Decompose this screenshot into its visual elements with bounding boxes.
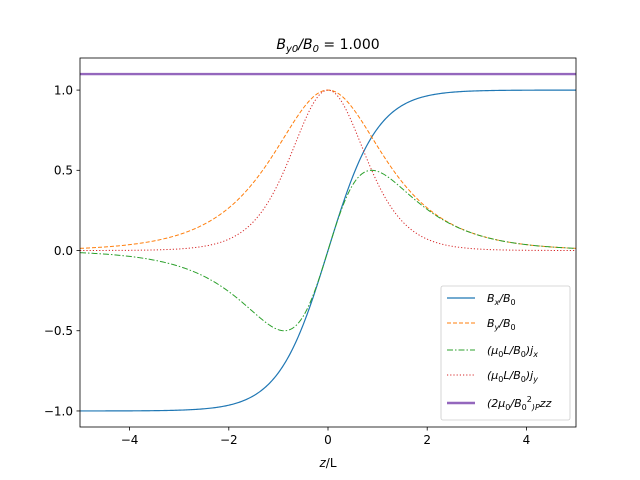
x-tick-label: 0 xyxy=(324,433,332,447)
legend-label-jx: (μ0L/B0)jx xyxy=(487,344,538,359)
legend-label-jy: (μ0L/B0)jy xyxy=(487,369,538,384)
legend-label-By: By/B0 xyxy=(487,317,516,332)
legend: Bx/B0 By/B0 (μ0L/B0)jx (μ0L/B0)jy (2μ0/B02)P… xyxy=(440,285,571,421)
series-line-jx xyxy=(80,169,576,332)
x-tick-label: 2 xyxy=(423,433,431,447)
legend-box xyxy=(440,285,571,421)
x-tick-label: −4 xyxy=(121,433,139,447)
y-tick-label: 0.0 xyxy=(54,244,73,258)
legend-label-Bx: Bx/B0 xyxy=(487,292,516,307)
series-line-By xyxy=(80,89,576,249)
series-layer xyxy=(80,72,576,412)
series-line-Bx xyxy=(80,89,576,412)
x-tick-label: −2 xyxy=(220,433,238,447)
ticks-layer: −4 −2 0 2 4 −1.0 −0.5 0.0 0.5 1.0 xyxy=(44,83,530,447)
plot-frame xyxy=(79,57,577,428)
legend-label-Pzz: (2μ0/B02)Pzz xyxy=(487,395,552,412)
y-tick-label: −0.5 xyxy=(44,324,73,338)
x-tick-label: 4 xyxy=(523,433,531,447)
chart-title: By0/B0 = 1.000 xyxy=(276,37,379,55)
series-line-jy xyxy=(80,89,576,251)
y-tick-label: 0.5 xyxy=(54,164,73,178)
y-tick-label: −1.0 xyxy=(44,404,73,418)
x-axis-label: z/L xyxy=(318,456,336,470)
y-tick-label: 1.0 xyxy=(54,83,73,97)
